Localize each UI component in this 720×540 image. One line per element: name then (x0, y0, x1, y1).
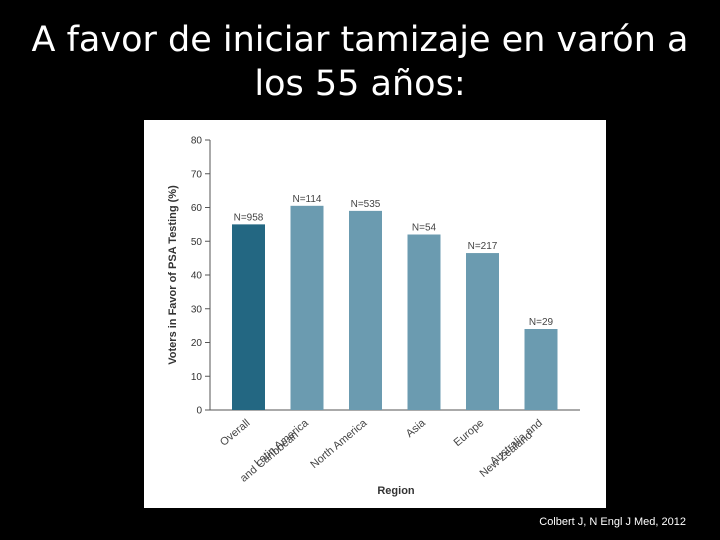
chart-panel: 0 10 20 30 40 50 60 70 80 Voters in Favor of PSA … (144, 120, 606, 508)
slide-title-line-1: A favor de iniciar tamizaje en varón a (31, 20, 689, 60)
y-tick-label: 50 (191, 237, 203, 248)
y-axis-title: Voters in Favor of PSA Testing (%) (167, 185, 179, 365)
y-tick-label: 30 (191, 304, 203, 315)
y-tick-label: 70 (191, 169, 203, 180)
bar (466, 253, 499, 410)
slide-title-line-2: los 55 años: (254, 64, 466, 104)
y-tick-label: 0 (196, 406, 202, 417)
bar-data-label: N=29 (529, 317, 554, 328)
x-tick-label: Overall (218, 417, 252, 449)
bar (349, 210, 382, 410)
bar-data-label: N=535 (351, 199, 381, 210)
y-tick-label: 80 (191, 136, 203, 147)
x-tick-label: North America (308, 417, 370, 472)
citation: Colbert J, N Engl J Med, 2012 (539, 516, 686, 528)
bar-chart: 0 10 20 30 40 50 60 70 80 Voters in Favor of PSA … (167, 136, 580, 497)
y-tick-label: 10 (191, 372, 203, 383)
x-tick-label: Europe (452, 417, 487, 449)
bar-data-label: N=114 (292, 194, 321, 205)
x-tick-label: and Caribbean (238, 429, 301, 485)
x-axis-title: Region (377, 485, 415, 497)
bar-data-label: N=54 (412, 223, 437, 234)
y-tick-label: 60 (191, 203, 203, 214)
x-tick-label: Asia (404, 417, 429, 441)
y-tick-label: 20 (191, 338, 203, 349)
bar-data-label: N=217 (468, 241, 498, 252)
bar (407, 234, 441, 410)
bar-data-label: N=958 (234, 212, 264, 223)
bar (524, 329, 558, 410)
bar (290, 205, 324, 410)
y-tick-label: 40 (191, 271, 203, 282)
x-tick-label: New Zealand (478, 429, 535, 480)
slide-title: A favor de iniciar tamizaje en varón a l… (20, 18, 700, 106)
bar (232, 224, 265, 410)
